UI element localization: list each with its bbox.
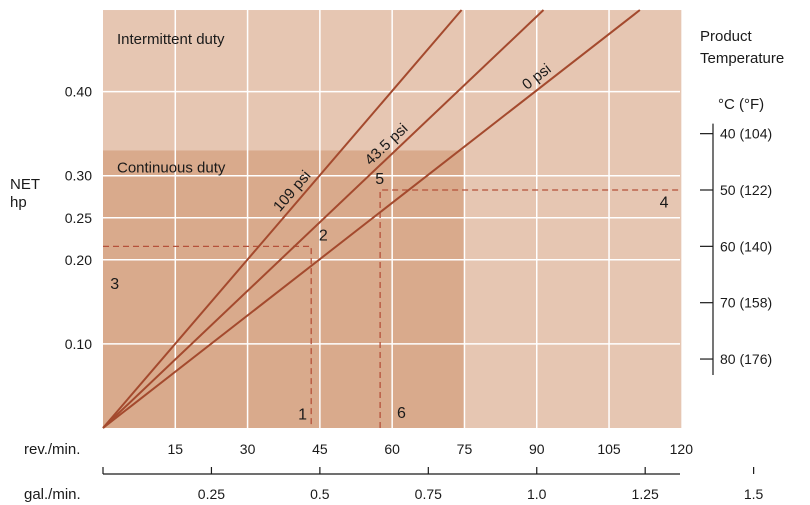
series-line-0-psi — [102, 9, 641, 429]
step-marker-1: 1 — [298, 407, 307, 424]
y-axis-label-line-1: NET — [10, 176, 40, 193]
rpm-tick-label: 90 — [529, 441, 545, 457]
y-tick-label: 0.40 — [65, 84, 92, 100]
step-marker-4: 4 — [660, 195, 669, 212]
y-tick-label: 0.20 — [65, 252, 92, 268]
series-lines — [102, 9, 641, 429]
series-line-43-5-psi — [102, 9, 545, 429]
gpm-tick-label: 1.25 — [632, 486, 659, 502]
temperature-tick-label: 40 (104) — [720, 126, 772, 142]
gpm-tick-label: 1.0 — [527, 486, 547, 502]
temperature-axis-unit: °C (°F) — [718, 96, 764, 113]
temperature-axis-title: Product — [700, 28, 753, 45]
gpm-tick-label: 0.5 — [310, 486, 330, 502]
temperature-tick-label: 80 (176) — [720, 351, 772, 367]
gpm-tick-label: 1.5 — [744, 486, 764, 502]
step-marker-3: 3 — [110, 276, 119, 293]
rpm-tick-label: 45 — [312, 441, 328, 457]
y-axis-label-line-2: hp — [10, 194, 27, 211]
temperature-tick-label: 70 (158) — [720, 295, 772, 311]
y-tick-label: 0.25 — [65, 210, 92, 226]
rpm-tick-label: 15 — [168, 441, 184, 457]
region-continuous-duty-label: Continuous duty — [117, 159, 226, 176]
rpm-tick-label: 75 — [457, 441, 473, 457]
rpm-tick-label: 30 — [240, 441, 256, 457]
rpm-tick-label: 120 — [670, 441, 694, 457]
rpm-axis-label: rev./min. — [24, 441, 80, 458]
y-tick-label: 0.30 — [65, 168, 92, 184]
temperature-tick-label: 50 (122) — [720, 182, 772, 198]
gpm-tick-label: 0.75 — [415, 486, 442, 502]
y-tick-label: 0.10 — [65, 336, 92, 352]
step-marker-2: 2 — [319, 227, 328, 244]
temperature-axis-title: Temperature — [700, 50, 784, 67]
region-intermittent-duty-label: Intermittent duty — [117, 31, 225, 48]
rpm-tick-label: 105 — [597, 441, 621, 457]
step-marker-5: 5 — [375, 171, 384, 188]
temperature-tick-label: 60 (140) — [720, 238, 772, 254]
gpm-axis-label: gal./min. — [24, 486, 81, 503]
rpm-tick-label: 60 — [384, 441, 400, 457]
series-line-109-psi — [102, 9, 463, 429]
step-marker-6: 6 — [397, 405, 406, 422]
gpm-tick-label: 0.25 — [198, 486, 225, 502]
